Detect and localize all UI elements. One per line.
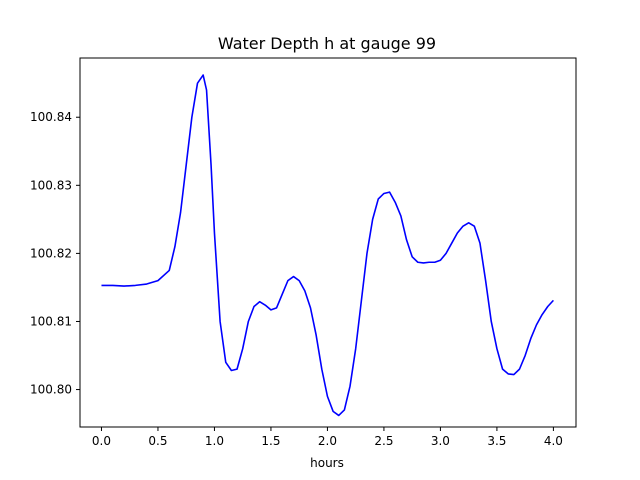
x-tick-label: 0.0 — [92, 434, 111, 448]
y-tick-label: 100.84 — [30, 110, 72, 124]
series-line-0 — [101, 74, 554, 417]
x-tick-label: 0.5 — [148, 434, 167, 448]
y-tick-label: 100.80 — [30, 383, 72, 397]
x-tick-label: 3.0 — [431, 434, 450, 448]
x-tick-label: 2.0 — [318, 434, 337, 448]
plot-area — [101, 74, 554, 417]
y-tick-label: 100.83 — [30, 178, 72, 192]
x-tick-label: 4.0 — [544, 434, 563, 448]
y-tick-label: 100.82 — [30, 246, 72, 260]
x-tick-label: 2.5 — [374, 434, 393, 448]
x-tick-label: 3.5 — [487, 434, 506, 448]
x-axis-ticks: 0.0 0.5 1.0 1.5 2.0 2.5 3.0 3.5 4.0 — [92, 427, 563, 448]
y-axis-ticks: 100.80 100.81 100.82 100.83 100.84 — [30, 110, 80, 397]
axes-frame — [79, 57, 577, 428]
x-tick-label: 1.5 — [261, 434, 280, 448]
y-tick-label: 100.81 — [30, 314, 72, 328]
x-axis-label: hours — [310, 456, 344, 470]
x-tick-label: 1.0 — [205, 434, 224, 448]
chart-title: Water Depth h at gauge 99 — [218, 34, 436, 53]
